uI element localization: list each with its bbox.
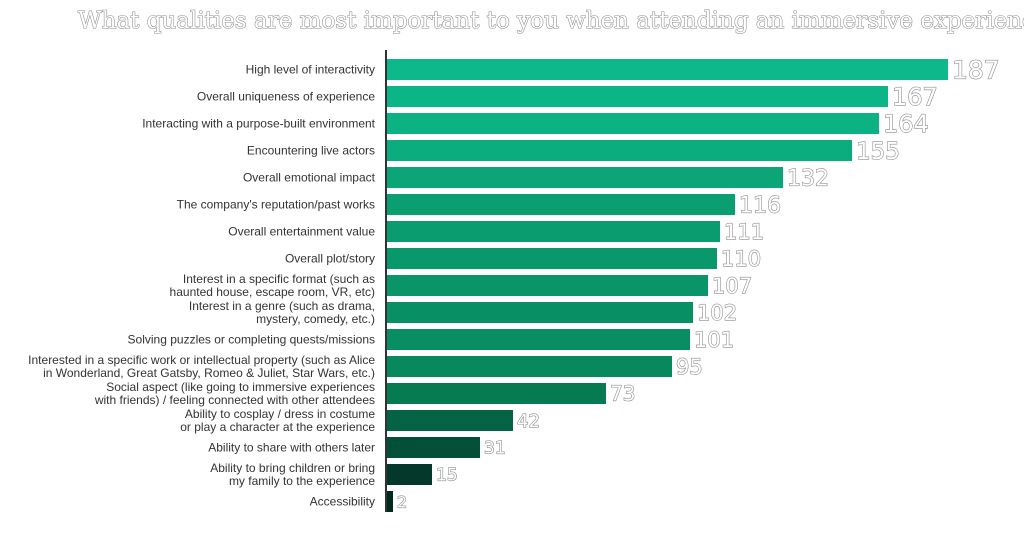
value-label: 95: [676, 355, 703, 379]
bar: [387, 275, 708, 296]
value-label: 116: [739, 193, 781, 218]
bar: [387, 221, 720, 242]
category-label: High level of interactivity: [246, 63, 375, 77]
category-label: Ability to share with others later: [208, 441, 375, 455]
bar: [387, 194, 735, 215]
bar: [387, 167, 783, 188]
category-label: Interacting with a purpose-built environ…: [142, 117, 375, 131]
category-label: or play a character at the experience: [180, 420, 375, 434]
chart-title: What qualities are most important to you…: [78, 8, 1024, 34]
value-label: 31: [484, 439, 506, 459]
bar: [387, 113, 879, 134]
bar: [387, 437, 480, 458]
category-label: Ability to cosplay / dress in costume: [185, 407, 375, 421]
value-label: 107: [712, 274, 752, 298]
bar: [387, 302, 693, 323]
bar: [387, 140, 852, 161]
category-label: Overall emotional impact: [243, 171, 376, 185]
value-label: 101: [694, 328, 734, 352]
value-label: 155: [856, 139, 900, 165]
bar: [387, 59, 948, 80]
bar: [387, 491, 393, 512]
bar: [387, 329, 690, 350]
category-labels-group: High level of interactivity Overall uniqu…: [28, 63, 375, 509]
category-label: Overall plot/story: [285, 252, 375, 266]
category-label: Overall entertainment value: [228, 225, 375, 239]
category-label: haunted house, escape room, VR, etc): [170, 285, 375, 299]
value-label: 73: [610, 382, 635, 406]
bar: [387, 410, 513, 431]
category-label: with friends) / feeling connected with o…: [94, 393, 375, 407]
value-label: 187: [952, 56, 1000, 85]
value-label: 164: [883, 110, 929, 138]
category-label: in Wonderland, Great Gatsby, Romeo & Jul…: [43, 366, 375, 380]
category-label: Interest in a genre (such as drama,: [189, 299, 375, 313]
value-label: 2: [397, 492, 407, 511]
category-label: Social aspect (like going to immersive e…: [106, 380, 375, 394]
value-label: 42: [517, 411, 540, 432]
bar: [387, 464, 432, 485]
value-label: 132: [787, 166, 829, 191]
category-label: Interest in a specific format (such as: [183, 272, 375, 286]
value-label: 102: [697, 301, 737, 325]
value-label: 15: [436, 466, 458, 486]
category-label: Ability to bring children or bring: [210, 461, 375, 475]
category-label: Interested in a specific work or intelle…: [28, 353, 375, 367]
value-label: 111: [724, 220, 764, 244]
category-label: mystery, comedy, etc.): [256, 312, 375, 326]
category-label: Overall uniqueness of experience: [197, 90, 375, 104]
bar: [387, 86, 888, 107]
bars-group: [387, 59, 948, 512]
value-label: 167: [892, 83, 938, 111]
value-label: 110: [721, 247, 761, 271]
category-label: Solving puzzles or completing quests/mis…: [128, 333, 375, 347]
bar: [387, 383, 606, 404]
category-label: The company's reputation/past works: [177, 198, 375, 212]
category-label: Accessibility: [310, 495, 375, 509]
bar: [387, 356, 672, 377]
category-label: Encountering live actors: [247, 144, 375, 158]
bar: [387, 248, 717, 269]
category-label: my family to the experience: [229, 474, 375, 488]
